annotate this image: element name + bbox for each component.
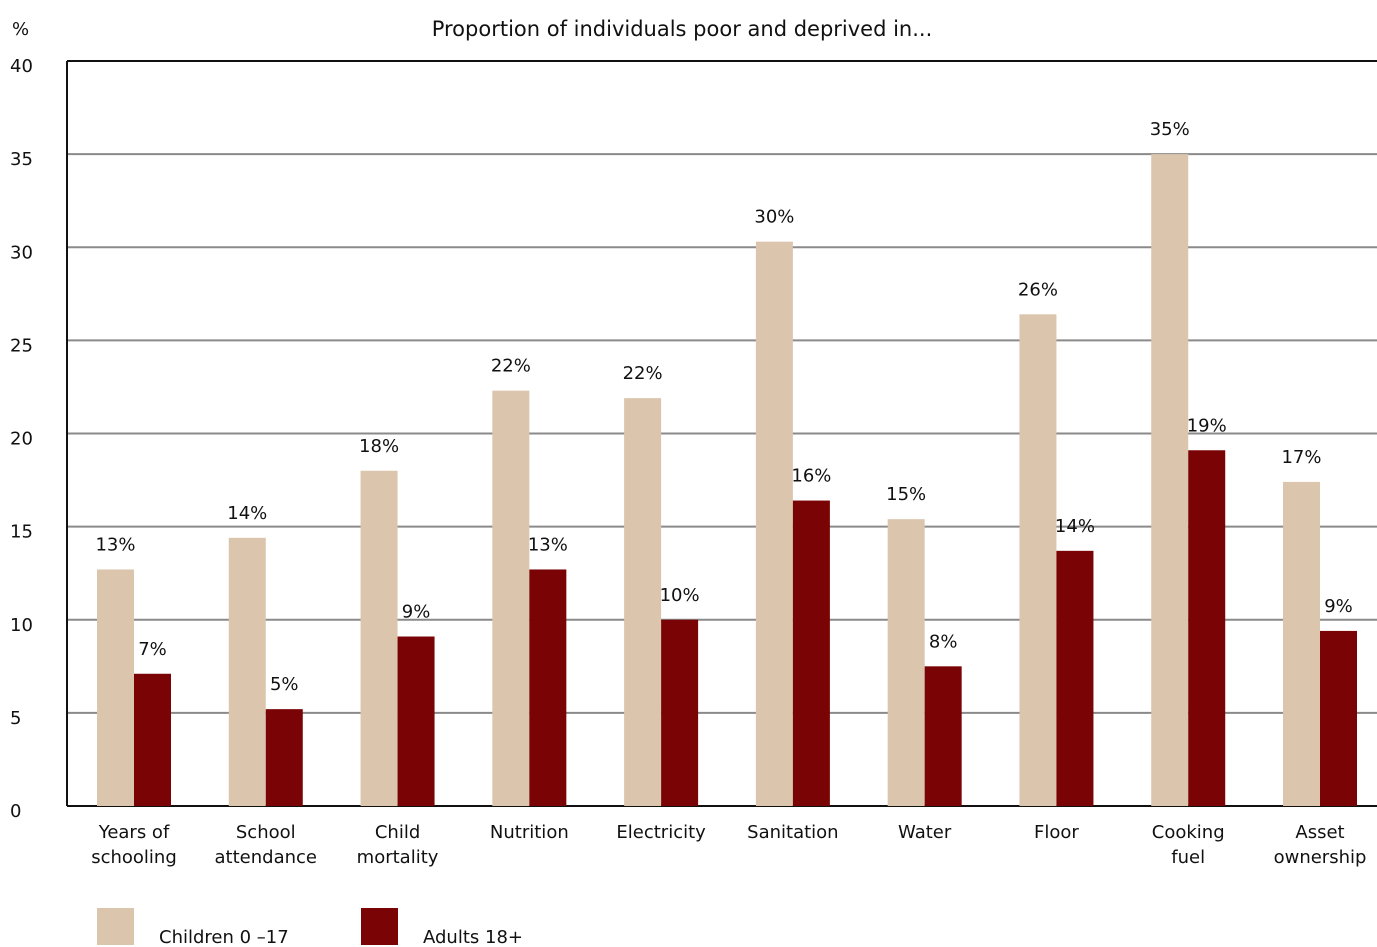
- x-tick-label: Water: [898, 822, 952, 843]
- bar: [624, 398, 662, 806]
- value-label: 9%: [402, 602, 431, 623]
- value-label: 5%: [270, 674, 299, 695]
- bar: [529, 569, 567, 806]
- bar: [1151, 154, 1189, 806]
- x-tick-label: Electricity: [616, 822, 706, 843]
- value-label: 14%: [1055, 516, 1095, 537]
- value-label: 16%: [791, 466, 831, 487]
- y-tick-label: 20: [10, 429, 33, 450]
- value-label: 30%: [754, 207, 794, 228]
- x-tick-label: Nutrition: [489, 822, 569, 843]
- value-label: 7%: [138, 639, 167, 660]
- bar: [492, 390, 530, 806]
- x-tick-label: Child mortality: [356, 822, 439, 868]
- value-label: 14%: [227, 503, 267, 524]
- x-tick-label: Cooking fuel: [1151, 822, 1225, 868]
- value-label: 13%: [528, 534, 568, 555]
- y-tick-label: 15: [10, 522, 33, 543]
- bar: [360, 470, 398, 806]
- legend-swatch: [361, 908, 398, 945]
- x-tick-label: Floor: [1034, 822, 1079, 843]
- value-label: 13%: [95, 534, 135, 555]
- bar: [97, 569, 134, 806]
- value-label: 18%: [359, 436, 399, 457]
- value-label: 35%: [1150, 119, 1190, 140]
- y-tick-label: 40: [10, 56, 33, 77]
- y-tick-label: 35: [10, 149, 33, 170]
- y-tick-label: 10: [10, 615, 33, 636]
- x-tick-label: School attendance: [214, 822, 317, 868]
- x-tick-label: Years of schooling: [91, 822, 177, 868]
- bar: [1188, 450, 1226, 806]
- bar: [265, 709, 303, 806]
- y-tick-label: 30: [10, 242, 33, 263]
- bar: [134, 673, 171, 806]
- bar: [1320, 630, 1357, 806]
- value-label: 22%: [491, 356, 531, 377]
- value-label: 22%: [623, 363, 663, 384]
- value-label: 8%: [929, 631, 958, 652]
- value-label: 15%: [886, 484, 926, 505]
- bar: [1283, 481, 1320, 806]
- bar: [228, 537, 266, 806]
- legend-label: Children 0 –17: [159, 927, 289, 947]
- x-tick-label: Asset ownership: [1273, 822, 1367, 868]
- bar: [1056, 550, 1094, 806]
- value-label: 17%: [1281, 447, 1321, 468]
- bar: [397, 636, 435, 806]
- value-label: 19%: [1187, 415, 1227, 436]
- y-tick-label: 5: [10, 708, 21, 729]
- chart-title: Proportion of individuals poor and depri…: [432, 17, 933, 41]
- y-tick-label: 0: [10, 801, 21, 822]
- value-label: 10%: [660, 585, 700, 606]
- bar: [887, 519, 925, 806]
- x-tick-label: Sanitation: [747, 822, 839, 843]
- y-axis-label: %: [12, 19, 29, 40]
- legend-label: Adults 18+: [423, 927, 523, 947]
- bar: [1019, 314, 1057, 806]
- legend-swatch: [97, 908, 134, 945]
- value-label: 9%: [1324, 596, 1353, 617]
- y-tick-label: 25: [10, 335, 33, 356]
- bar: [924, 666, 962, 806]
- bar: [661, 619, 699, 806]
- value-label: 26%: [1018, 279, 1058, 300]
- bar: [755, 241, 793, 807]
- bar: [792, 500, 830, 806]
